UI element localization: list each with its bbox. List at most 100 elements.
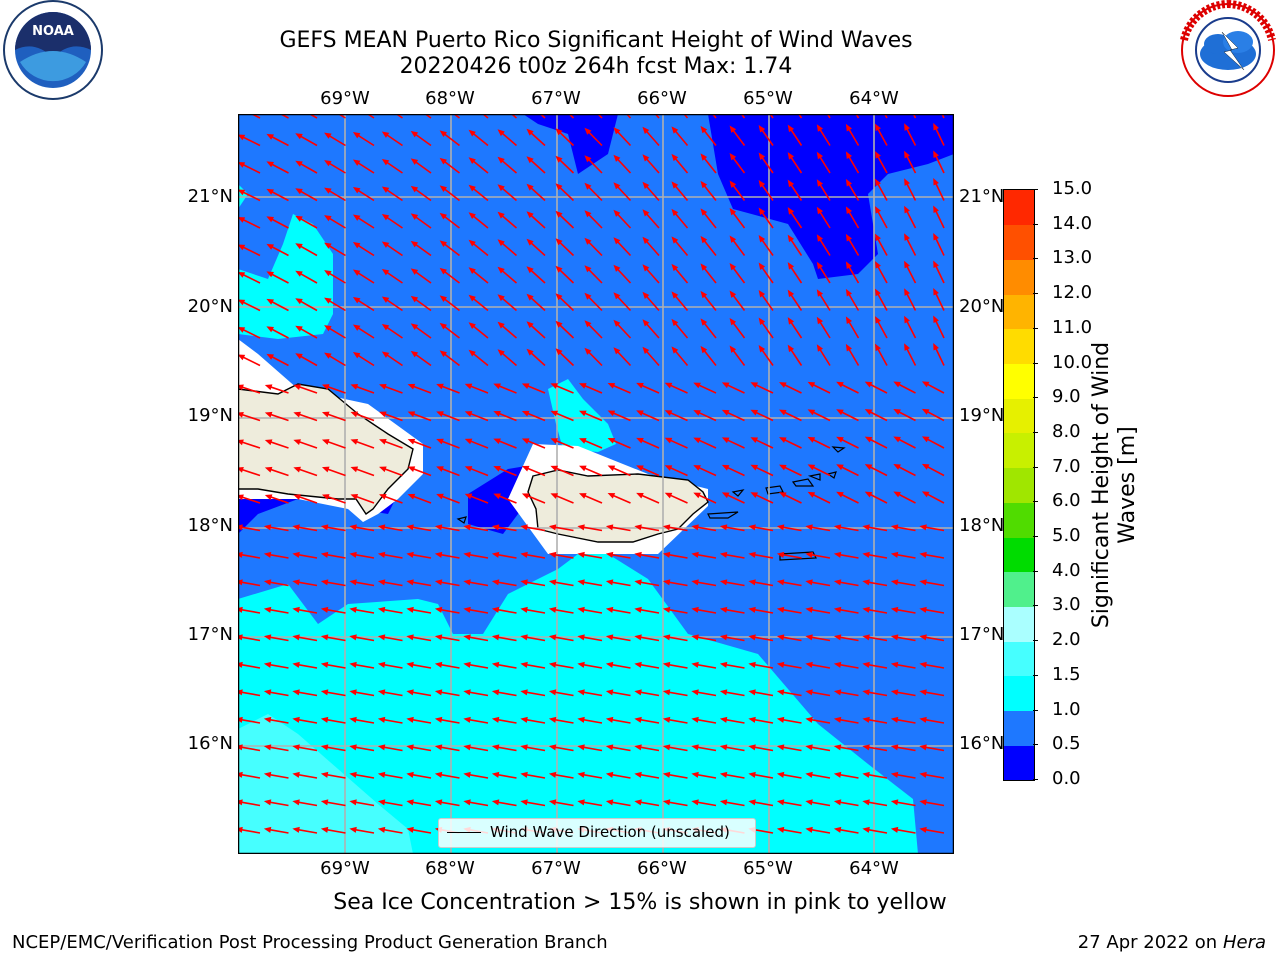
wind-arrow-head (463, 579, 471, 586)
wind-arrow-head (497, 266, 505, 274)
wind-arrow-head (890, 799, 899, 806)
lon-label-top: 69°W (320, 88, 370, 109)
wind-arrow-head (293, 384, 301, 390)
wind-arrow-head (292, 716, 300, 723)
wind-arrow-head (634, 634, 642, 641)
wind-arrow-head (238, 134, 246, 141)
colorbar-tick-mark (1033, 674, 1038, 676)
wind-arrow-head (238, 299, 246, 306)
wind-arrow-head (874, 288, 881, 297)
wind-arrow-head (748, 689, 756, 696)
wind-arrow-head (805, 524, 813, 531)
wind-arrow-head (463, 524, 471, 531)
wind-arrow-head (434, 524, 443, 531)
wind-arrow-head (893, 408, 901, 415)
wind-arrow-head (377, 634, 386, 641)
wind-arrow-head (874, 206, 881, 214)
wind-arrow-head (836, 464, 844, 471)
wind-arrow-head (805, 799, 813, 806)
wind-arrow-head (664, 437, 673, 444)
wind-arrow-head (463, 634, 471, 641)
wind-arrow-head (439, 157, 448, 165)
wind-arrow-head (693, 492, 701, 499)
wind-arrow-head (758, 345, 766, 353)
wind-arrow-head (439, 212, 448, 220)
wind-arrow-head (238, 216, 246, 223)
wind-arrow-head (671, 126, 679, 134)
wind-arrow-head (264, 411, 273, 418)
wind-arrow-head (642, 126, 650, 135)
wind-arrow-head (493, 493, 501, 500)
wind-arrow-head (292, 634, 300, 641)
wind-arrow-head (406, 799, 414, 806)
wind-arrow-head (439, 185, 448, 192)
wind-arrow-head (320, 634, 329, 641)
wind-arrow-head (439, 267, 448, 275)
wind-arrow-head (320, 744, 329, 751)
wind-arrow-head (406, 771, 414, 778)
wind-arrow-head (381, 158, 390, 166)
chart-title: GEFS MEAN Puerto Rico Significant Height… (279, 28, 913, 53)
wind-arrow-head (377, 606, 386, 613)
wind-arrow-head (324, 242, 332, 249)
wind-arrow-head (295, 270, 303, 277)
wind-arrow-head (550, 438, 559, 444)
wind-arrow-head (805, 826, 813, 833)
wind-arrow-head (520, 744, 528, 751)
wind-arrow-head (662, 744, 671, 751)
wind-arrow-head (439, 130, 448, 137)
wind-arrow-head (584, 155, 592, 163)
footer-machine: Hera (1222, 932, 1266, 953)
wind-arrow-head (662, 799, 671, 806)
lon-label-bottom: 67°W (531, 858, 581, 879)
wind-arrow-head (295, 325, 303, 332)
wind-arrow-head (491, 771, 500, 778)
wind-arrow-head (933, 150, 939, 159)
wind-arrow-head (833, 551, 842, 558)
wind-arrow-head (526, 128, 534, 136)
wind-arrow-head (349, 551, 357, 558)
wind-arrow-head (292, 689, 300, 696)
wind-arrow-head (642, 181, 650, 190)
wind-arrow-head (320, 524, 329, 531)
wind-arrow-head (634, 606, 642, 613)
wind-arrow-head (320, 771, 329, 778)
wind-arrow-head (320, 661, 329, 668)
wind-arrow-head (605, 579, 614, 586)
wind-arrow-head (719, 799, 728, 806)
lat-label-right: 20°N (959, 296, 1005, 317)
wind-arrow-head (577, 634, 585, 641)
wind-arrow (625, 114, 632, 119)
wind-arrow-head (406, 689, 414, 696)
wind-arrow-head (642, 264, 650, 272)
wind-arrow-head (555, 128, 563, 136)
wind-arrow-head (577, 744, 585, 751)
wind-arrow (510, 114, 518, 119)
wind-arrow-head (377, 524, 386, 531)
wind-arrow-head (491, 716, 500, 723)
footer-right: 27 Apr 2022 on Hera (1078, 932, 1266, 953)
wind-arrow-head (874, 123, 881, 132)
wind-arrow-head (776, 799, 785, 806)
wind-arrow-head (613, 319, 621, 327)
wind-arrow-head (266, 216, 274, 223)
wind-arrow-head (410, 350, 419, 358)
wind-arrow-head (266, 243, 274, 250)
wind-arrow-head (526, 238, 534, 246)
wind-arrow-head (407, 411, 416, 417)
legend-label: Wind Wave Direction (unscaled) (490, 823, 730, 841)
island-mona (456, 516, 467, 524)
wind-arrow-head (634, 524, 642, 531)
wind-arrow-head (497, 156, 505, 164)
lon-label-top: 65°W (743, 88, 793, 109)
wind-arrow-head (468, 349, 476, 357)
wind-arrow-head (381, 241, 390, 248)
colorbar-tick-mark (1033, 744, 1038, 746)
wind-arrow-head (748, 579, 756, 586)
wind-arrow-head (691, 634, 699, 641)
wind-arrow-head (293, 411, 301, 418)
wind-arrow-head (497, 211, 505, 219)
wind-arrow-head (634, 716, 642, 723)
wind-arrow-head (845, 151, 852, 159)
colorbar-tick-label: 14.0 (1052, 212, 1093, 234)
